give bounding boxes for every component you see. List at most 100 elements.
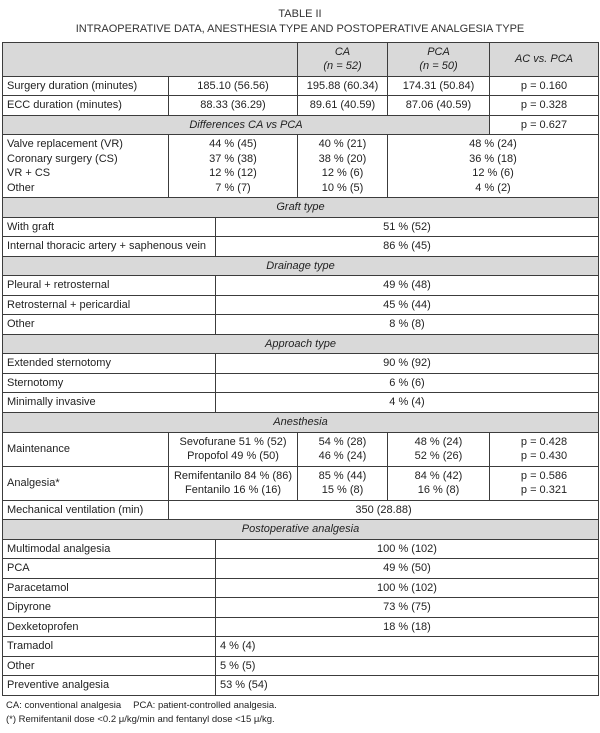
row-value-cell: 51 % (52) xyxy=(215,216,599,238)
row-postop-other: Other 5 % (5) xyxy=(2,655,599,677)
row-label-cell: Dipyrone xyxy=(2,597,216,618)
surgery-type-overall: 12 % (12) xyxy=(209,167,257,180)
header-empty-cell xyxy=(2,41,298,77)
maintenance-detail: Sevofurane 51 % (52) xyxy=(179,435,287,448)
row-label-cell: Maintenance xyxy=(2,431,169,467)
section-header-cell: Drainage type xyxy=(2,255,599,277)
row-label-cell: Paracetamol xyxy=(2,577,216,599)
surgery-type-ca: 40 % (21) xyxy=(318,138,367,151)
row-label-cell: Other xyxy=(2,314,216,335)
surgery-type-label: VR + CS xyxy=(7,167,51,180)
surgery-type-overall: 7 % (7) xyxy=(215,181,251,194)
maintenance-ca: 54 % (28) xyxy=(318,435,367,448)
footnote-ca-definition: CA: conventional analgesia xyxy=(6,699,122,711)
surgery-type-overall: 44 % (45) xyxy=(209,138,257,151)
overall-value-cell: 88.33 (36.29) xyxy=(168,95,298,116)
row-value-cell: 4 % (4) xyxy=(215,392,599,413)
analgesia-ca: 85 % (44) xyxy=(318,469,367,482)
analgesia-pca: 84 % (42) xyxy=(414,469,463,482)
maintenance-p: p = 0.430 xyxy=(520,450,568,463)
table-caption: TABLE II INTRAOPERATIVE DATA, ANESTHESIA… xyxy=(2,7,598,37)
row-value-cell: 8 % (8) xyxy=(215,314,599,335)
row-mechanical-ventilation: Mechanical ventilation (min) 350 (28.88) xyxy=(2,499,599,521)
row-paracetamol: Paracetamol 100 % (102) xyxy=(2,577,599,599)
pca-value-cell: 48 % (24) 36 % (18) 12 % (6) 4 % (2) xyxy=(387,134,599,199)
row-value-cell: 100 % (102) xyxy=(215,538,599,560)
surgery-type-ca: 38 % (20) xyxy=(318,152,367,165)
footnote-pca-definition: PCA: patient-controlled analgesia. xyxy=(133,699,277,711)
surgery-type-label: Other xyxy=(7,181,35,194)
analgesia-detail: Fentanilo 16 % (16) xyxy=(185,484,281,497)
section-header-cell: Anesthesia xyxy=(2,412,599,433)
footnote-abbreviations: CA: conventional analgesia PCA: patient-c… xyxy=(6,699,594,713)
ca-value-cell: 54 % (28) 46 % (24) xyxy=(297,431,388,467)
maintenance-pca: 52 % (26) xyxy=(414,450,463,463)
table-title: INTRAOPERATIVE DATA, ANESTHESIA TYPE AND… xyxy=(75,22,525,35)
pca-value-cell: 174.31 (50.84) xyxy=(387,75,490,97)
ca-column-name: CA xyxy=(334,45,351,58)
row-retrosternal-pericardial: Retrosternal + pericardial 45 % (44) xyxy=(2,294,599,316)
section-header-cell: Graft type xyxy=(2,197,599,218)
row-label-cell: Retrosternal + pericardial xyxy=(2,294,216,316)
row-label-cell: ECC duration (minutes) xyxy=(2,95,169,116)
surgery-type-pca: 36 % (18) xyxy=(469,152,517,165)
row-label-cell: Internal thoracic artery + saphenous vei… xyxy=(2,236,216,257)
row-pca: PCA 49 % (50) xyxy=(2,558,599,579)
analgesia-detail: Remifentanilo 84 % (86) xyxy=(173,469,292,482)
section-graft-type: Graft type xyxy=(2,197,599,218)
ca-value-cell: 195.88 (60.34) xyxy=(297,75,388,97)
row-differences: Differences CA vs PCA p = 0.627 xyxy=(2,114,599,136)
row-internal-thoracic: Internal thoracic artery + saphenous vei… xyxy=(2,236,599,257)
pca-value-cell: 48 % (24) 52 % (26) xyxy=(387,431,490,467)
p-value-cell: p = 0.586 p = 0.321 xyxy=(489,465,599,501)
section-anesthesia: Anesthesia xyxy=(2,412,599,433)
analgesia-ca: 15 % (8) xyxy=(321,484,364,497)
pca-column-n: (n = 50) xyxy=(419,60,458,73)
row-label-cell: Preventive analgesia xyxy=(2,675,216,696)
ca-value-cell: 85 % (44) 15 % (8) xyxy=(297,465,388,501)
row-label-cell: Sternotomy xyxy=(2,372,216,394)
row-value-cell: 86 % (45) xyxy=(215,236,599,257)
p-value-cell: p = 0.428 p = 0.430 xyxy=(489,431,599,467)
row-maintenance: Maintenance Sevofurane 51 % (52) Propofo… xyxy=(2,431,599,467)
row-value-cell: 100 % (102) xyxy=(215,577,599,599)
maintenance-pca: 48 % (24) xyxy=(414,435,463,448)
row-analgesia: Analgesia* Remifentanilo 84 % (86) Fenta… xyxy=(2,465,599,501)
row-label-cell: Mechanical ventilation (min) xyxy=(2,499,169,521)
footnotes: CA: conventional analgesia PCA: patient-c… xyxy=(2,696,598,733)
maintenance-p: p = 0.428 xyxy=(520,435,568,448)
header-ca-cell: CA (n = 52) xyxy=(297,41,388,77)
differences-label-cell: Differences CA vs PCA xyxy=(2,114,490,136)
detail-cell: Sevofurane 51 % (52) Propofol 49 % (50) xyxy=(168,431,298,467)
section-postoperative-analgesia: Postoperative analgesia xyxy=(2,519,599,540)
row-label-cell: PCA xyxy=(2,558,216,579)
row-label-cell: Minimally invasive xyxy=(2,392,216,413)
data-table: CA (n = 52) PCA (n = 50) AC vs. PCA Surg… xyxy=(2,41,599,696)
row-ecc-duration: ECC duration (minutes) 88.33 (36.29) 89.… xyxy=(2,95,599,116)
row-value-cell: 4 % (4) xyxy=(215,636,599,657)
row-label-cell: Dexketoprofen xyxy=(2,616,216,638)
surgery-type-label: Coronary surgery (CS) xyxy=(7,152,118,165)
row-surgery-type: Valve replacement (VR) Coronary surgery … xyxy=(2,134,599,199)
ca-value-cell: 89.61 (40.59) xyxy=(297,95,388,116)
row-label-cell: Analgesia* xyxy=(2,465,169,501)
row-label-cell: Extended sternotomy xyxy=(2,353,216,374)
overall-value-cell: 185.10 (56.56) xyxy=(168,75,298,97)
surgery-type-ca: 10 % (5) xyxy=(321,181,364,194)
surgery-type-pca: 48 % (24) xyxy=(469,138,517,151)
row-value-cell: 49 % (50) xyxy=(215,558,599,579)
analgesia-p: p = 0.586 xyxy=(520,469,568,482)
overall-value-cell: 44 % (45) 37 % (38) 12 % (12) 7 % (7) xyxy=(168,134,298,199)
row-dipyrone: Dipyrone 73 % (75) xyxy=(2,597,599,618)
section-drainage-type: Drainage type xyxy=(2,255,599,277)
ca-column-n: (n = 52) xyxy=(323,60,362,73)
analgesia-pca: 16 % (8) xyxy=(417,484,460,497)
header-comparison-cell: AC vs. PCA xyxy=(489,41,599,77)
p-value-cell: p = 0.627 xyxy=(489,114,599,136)
maintenance-ca: 46 % (24) xyxy=(318,450,367,463)
row-sternotomy: Sternotomy 6 % (6) xyxy=(2,372,599,394)
ca-value-cell: 40 % (21) 38 % (20) 12 % (6) 10 % (5) xyxy=(297,134,388,199)
surgery-type-pca: 12 % (6) xyxy=(472,167,514,180)
row-tramadol: Tramadol 4 % (4) xyxy=(2,636,599,657)
